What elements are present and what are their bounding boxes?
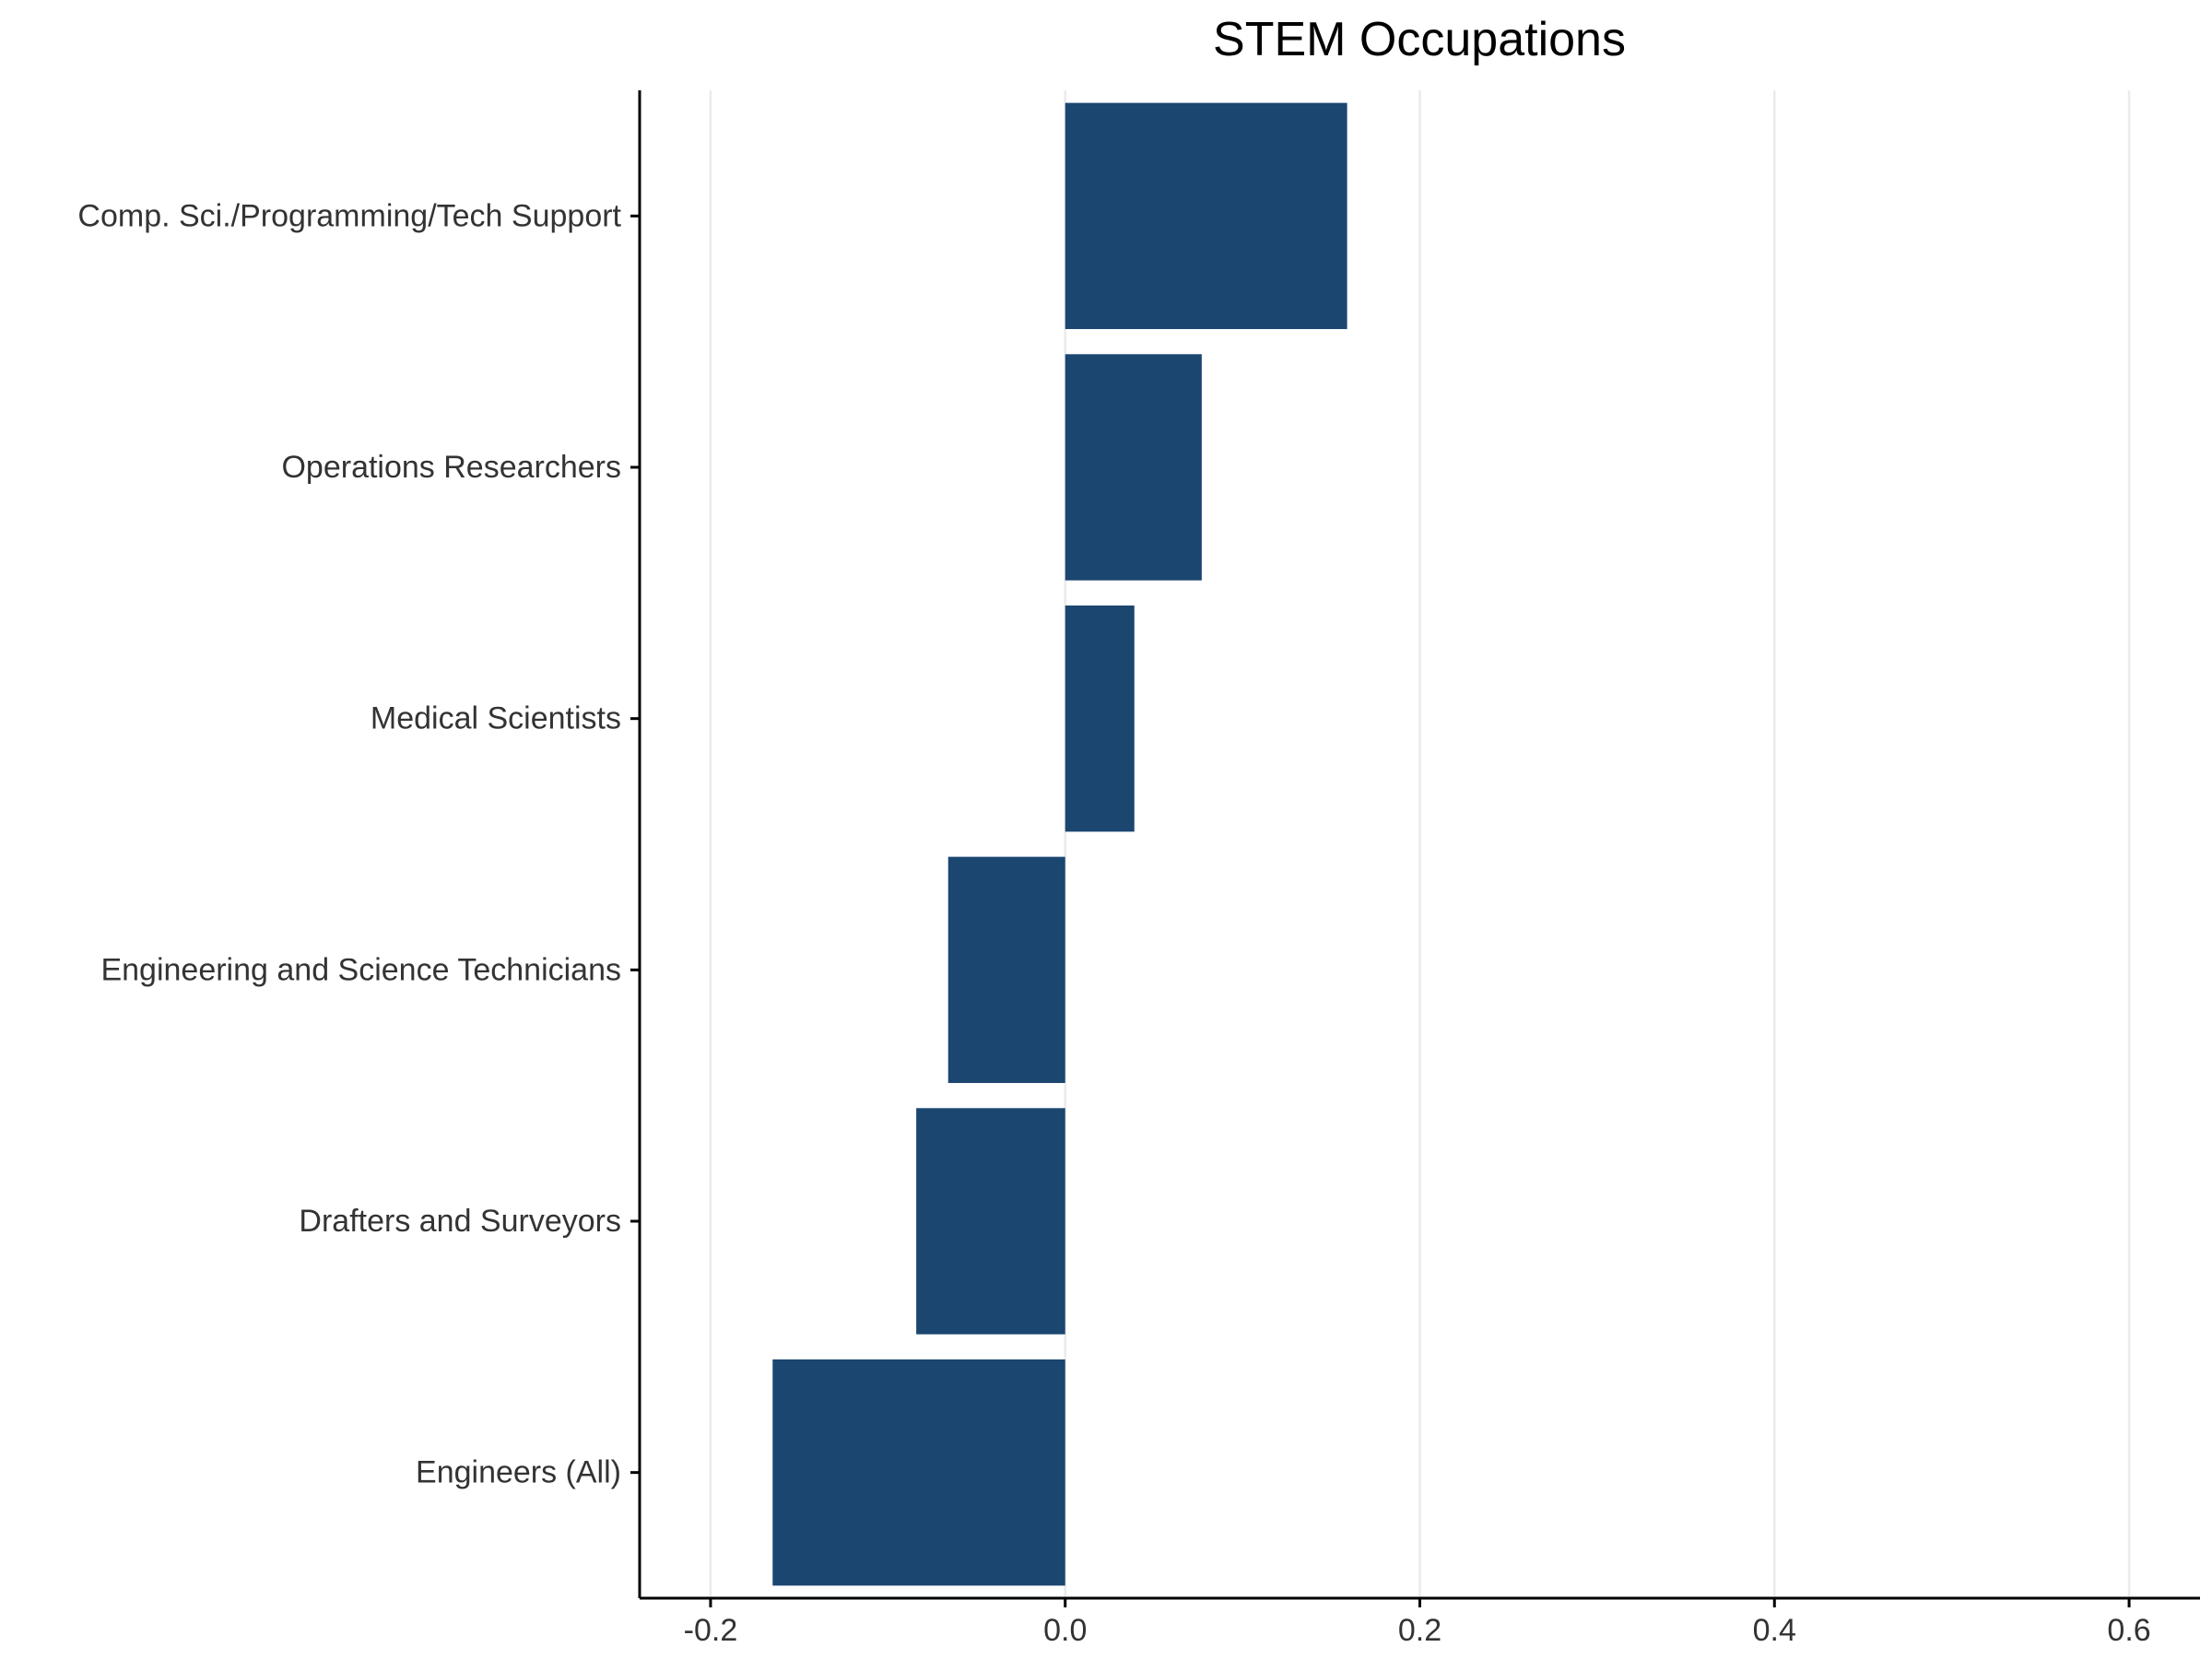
category-label-2: Medical Scientists [371, 701, 621, 736]
x-tick-label-4: 0.6 [2107, 1613, 2150, 1648]
bar-4 [916, 1108, 1065, 1335]
x-tick-label-1: 0.0 [1043, 1613, 1087, 1648]
category-labels: Comp. Sci./Programming/Tech Support Opera… [77, 198, 621, 1489]
gridlines [709, 90, 2131, 1598]
bar-3 [947, 856, 1065, 1084]
category-label-0: Comp. Sci./Programming/Tech Support [77, 198, 621, 233]
axes [630, 90, 2200, 1607]
bar-0 [1065, 102, 1347, 330]
x-tick-labels: -0.2 0.0 0.2 0.4 0.6 [684, 1613, 2151, 1648]
category-label-3: Engineering and Science Technicians [100, 952, 621, 987]
x-tick-label-3: 0.4 [1753, 1613, 1796, 1648]
bar-2 [1065, 605, 1135, 832]
category-label-4: Drafters and Surveyors [299, 1204, 621, 1239]
chart-title: STEM Occupations [1213, 13, 1626, 66]
category-label-5: Engineers (All) [416, 1455, 621, 1490]
bar-1 [1065, 354, 1202, 581]
bars [772, 102, 1347, 1586]
x-tick-label-2: 0.2 [1398, 1613, 1441, 1648]
category-label-1: Operations Researchers [281, 450, 621, 485]
bar-5 [772, 1359, 1065, 1586]
x-tick-label-0: -0.2 [684, 1613, 738, 1648]
